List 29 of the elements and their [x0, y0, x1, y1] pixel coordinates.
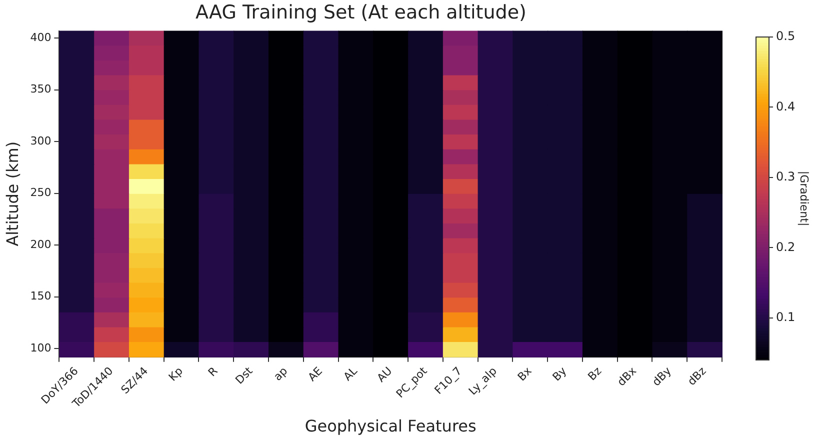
color-bar-title: |Gradient| [798, 170, 811, 226]
x-tick-label: R [206, 364, 221, 380]
x-tick-label: Bx [515, 364, 535, 384]
color-bar-label: 0.2 [776, 240, 796, 254]
color-bar-label: 0.3 [776, 170, 796, 184]
x-tick-label: AL [341, 364, 360, 384]
x-tick-label: dBy [650, 364, 674, 389]
x-tick-label: dBz [685, 364, 709, 388]
y-tick-label: 400 [30, 30, 52, 44]
y-tick-label: 100 [30, 341, 52, 354]
x-tick-label: Kp [166, 364, 186, 384]
x-tick-label: By [550, 364, 570, 384]
x-tick-label: dBx [614, 364, 640, 389]
y-tick-label: 200 [30, 238, 52, 251]
x-tick-label: Bz [585, 364, 604, 384]
x-tick-label: AU [374, 364, 395, 385]
color-bar-label: 0.1 [776, 310, 796, 324]
chart-title: AAG Training Set (At each altitude) [196, 1, 526, 24]
x-axis-title: Geophysical Features [304, 416, 476, 436]
y-tick-label: 300 [30, 134, 52, 148]
x-tick-label: Dst [232, 364, 256, 387]
y-axis-title: Altitude (km) [2, 141, 22, 246]
color-bar-label: 0.5 [776, 29, 796, 44]
y-tick-label: 150 [30, 290, 52, 303]
x-tick-label: ap [271, 364, 290, 384]
y-tick-label: 250 [30, 186, 52, 200]
color-bar-label: 0.4 [776, 99, 796, 114]
y-tick-label: 350 [30, 82, 52, 96]
x-tick-label: AE [306, 364, 325, 384]
